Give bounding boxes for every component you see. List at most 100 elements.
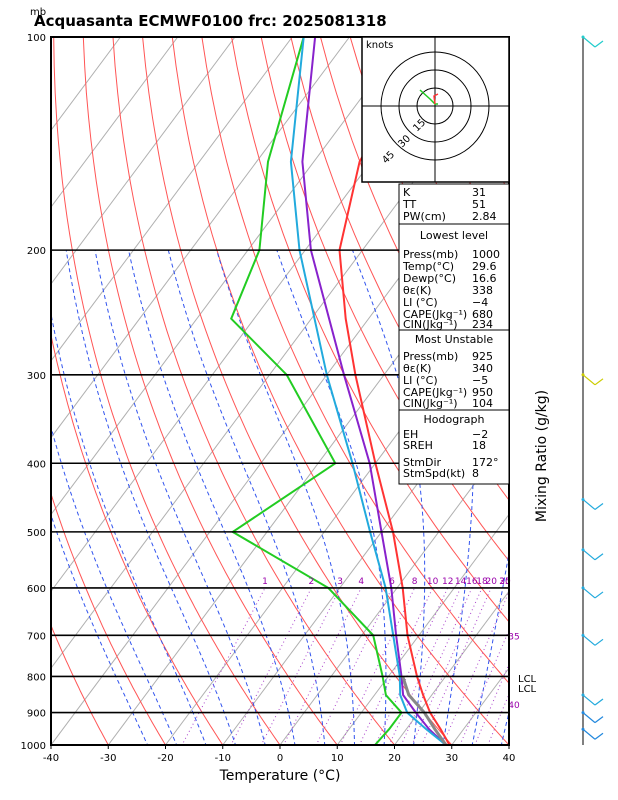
temperature-tick-label: 10 [331, 753, 344, 764]
mixing-ratio-label: 10 [427, 577, 439, 587]
mixing-ratio-line [260, 587, 341, 745]
wind-barb [582, 712, 596, 724]
mixing-ratio-line [181, 587, 266, 745]
dry-adiabat-line [112, 37, 396, 745]
hodo-trace-green [419, 89, 438, 105]
isotherm-line [51, 37, 121, 132]
wind-barb-flag [594, 378, 604, 386]
wind-barb-base [581, 586, 585, 590]
isotherm-line [279, 436, 509, 745]
low-temp-value: 29.6 [472, 260, 497, 273]
wind-barb-base [581, 373, 585, 377]
moist-adiabat-line [51, 311, 207, 745]
mu-cin-label: CIN(Jkg⁻¹) [403, 397, 458, 410]
hodo-trace-red [433, 93, 439, 105]
mu-li-label: LI (°C) [403, 374, 438, 387]
temperature-tick-label: 40 [503, 753, 516, 764]
mixing-ratio-label: 6 [389, 577, 395, 587]
wind-barb-flag [594, 502, 604, 510]
low-cape-label: CAPE(Jkg⁻¹) [403, 308, 467, 321]
low-li-label: LI (°C) [403, 296, 438, 309]
wind-barb-base [581, 633, 585, 637]
dry-adiabat-line [231, 37, 509, 623]
idx-k-label: K [403, 186, 411, 199]
low-dewp-label: Dewp(°C) [403, 272, 456, 285]
mixing-ratio-line [230, 587, 312, 745]
wind-barb [582, 36, 596, 48]
wind-barb-base [581, 727, 585, 731]
temperature-tick-label: 0 [277, 753, 283, 764]
mixing-ratio-label: 40 [508, 701, 520, 711]
hodo-stmspd-label: StmSpd(kt) [403, 467, 465, 480]
mixing-ratio-label: 25 [499, 577, 510, 587]
wind-barbs [581, 35, 604, 740]
temperature-tick-label: -10 [215, 753, 231, 764]
dry-adiabat-line [51, 332, 224, 745]
wind-barb [582, 694, 596, 706]
isotherm-line [51, 37, 293, 362]
mixing-ratio-axis-label: Mixing Ratio (g/kg) [534, 390, 550, 522]
moist-adiabat-line [500, 709, 509, 745]
mixing-ratio-label: 16 [466, 577, 478, 587]
mixing-ratio-label: 4 [358, 577, 364, 587]
mu-thetae-value: 340 [472, 362, 493, 375]
wind-barb [582, 587, 596, 599]
idx-tt-label: TT [402, 198, 417, 211]
temperature-tick-label: -20 [157, 753, 173, 764]
hodo-unit: knots [366, 40, 393, 51]
lcl-label-2: LCL [518, 684, 537, 695]
isotherm-line [508, 744, 509, 745]
x-axis-label: Temperature (°C) [219, 768, 341, 784]
mu-press-value: 925 [472, 350, 493, 363]
low-cin-label: CIN(Jkg⁻¹) [403, 318, 458, 331]
low-cin-value: 234 [472, 318, 493, 331]
mixing-ratio-label: 8 [412, 577, 418, 587]
hodo-eh-label: EH [403, 428, 418, 441]
background-lines [51, 37, 618, 760]
lowest-level-header: Lowest level [420, 229, 488, 242]
dry-adiabat-line [558, 37, 618, 760]
mixing-ratio-label: 18 [476, 577, 488, 587]
moist-adiabat-line [471, 549, 509, 745]
mixing-ratio-line [421, 587, 492, 745]
lcl-label-1: LCL [518, 674, 537, 685]
temperature-tick-label: -30 [100, 753, 116, 764]
wind-barb-flag [594, 40, 604, 48]
wind-barb [582, 728, 596, 740]
wind-barb-base [581, 711, 585, 715]
wind-barb-flag [594, 698, 604, 706]
hodo-stmspd-value: 8 [472, 467, 479, 480]
temperature-tick-labels: -40 -30 -20 -10 0 10 20 30 40 [43, 745, 516, 764]
mixing-ratio-label: 20 [485, 577, 497, 587]
dry-adiabat-line [201, 37, 509, 684]
low-li-value: −4 [472, 296, 488, 309]
wind-barb [582, 634, 596, 646]
mu-cin-value: 104 [472, 397, 493, 410]
mixing-ratio-label: 14 [455, 577, 467, 587]
wind-barb-flag [594, 591, 604, 599]
pressure-tick-label: 500 [27, 528, 46, 539]
wind-barb-flag [594, 638, 604, 646]
most-unstable-header: Most Unstable [415, 333, 494, 346]
dry-adiabat-line [260, 37, 509, 562]
mu-cape-value: 950 [472, 386, 493, 399]
moist-adiabat-line [442, 249, 475, 745]
low-temp-label: Temp(°C) [402, 260, 454, 273]
mixing-ratio-label: 2 [309, 577, 315, 587]
pressure-tick-label: 800 [27, 672, 46, 683]
moist-adiabat-line [94, 250, 266, 745]
moist-adiabat-line [216, 249, 355, 745]
isotherm-line [394, 590, 509, 745]
idx-tt-value: 51 [472, 198, 486, 211]
dry-adiabat-line [171, 37, 509, 745]
dry-adiabat-line [51, 492, 167, 745]
pressure-tick-label: 200 [27, 246, 46, 257]
mu-thetae-label: θε(K) [403, 362, 431, 375]
hodo-eh-value: −2 [472, 428, 488, 441]
pressure-tick-label: 300 [27, 371, 46, 382]
mixing-ratio-label: 12 [442, 577, 453, 587]
low-thetae-label: θε(K) [403, 284, 431, 297]
profile-line-1 [230, 37, 403, 745]
moist-adiabat-line [65, 250, 237, 745]
